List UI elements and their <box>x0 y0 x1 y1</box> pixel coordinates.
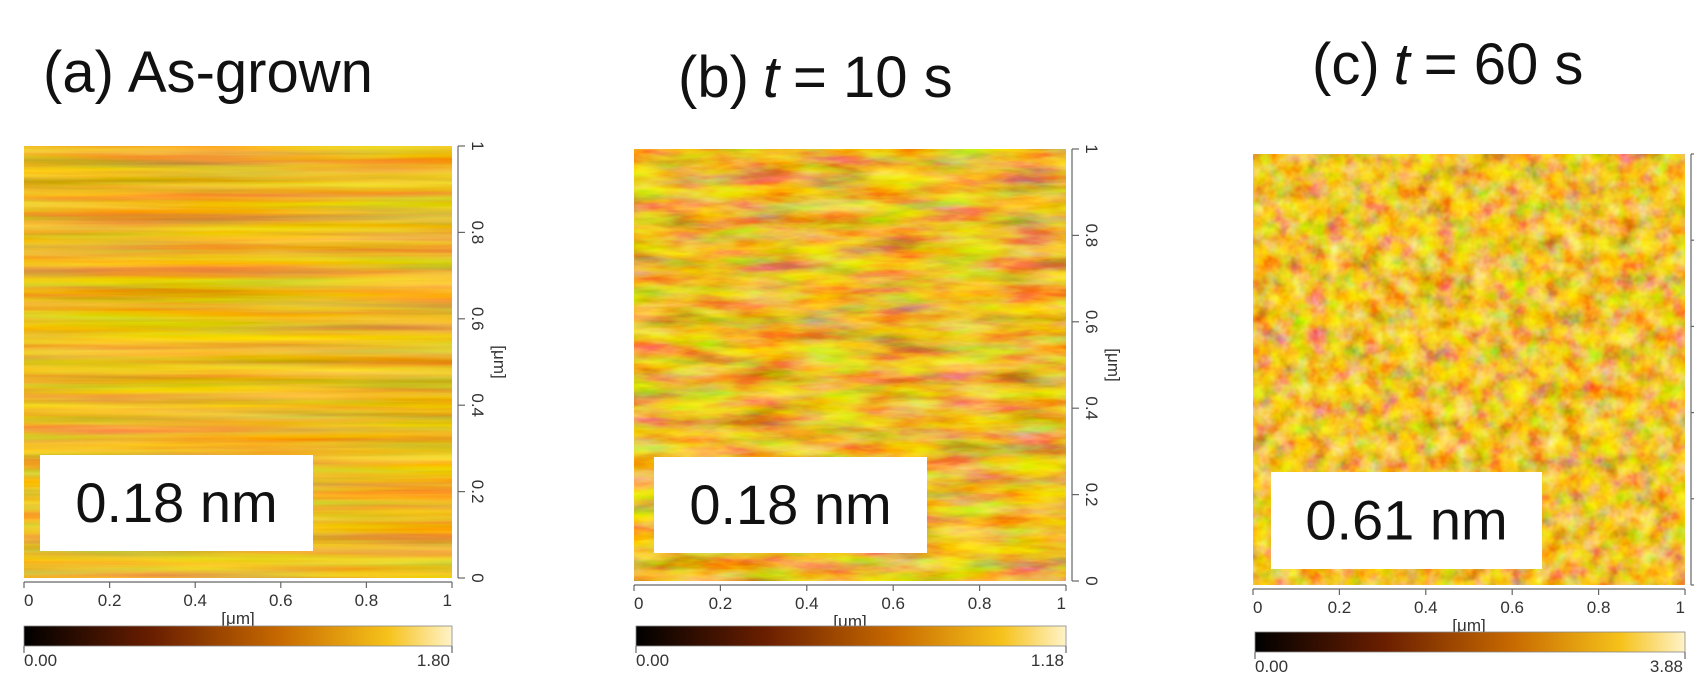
x-tick-label: 1 <box>443 591 452 610</box>
title-text: = 60 s <box>1424 32 1584 97</box>
y-tick-label: 0.6 <box>1082 310 1101 334</box>
x-unit: [μm] <box>1452 616 1485 635</box>
y-tick-label: 0.2 <box>468 480 487 504</box>
colorbar <box>23 625 453 647</box>
colorbar-max: 1.18 <box>1031 651 1064 670</box>
x-tick-label: 0.4 <box>795 594 819 613</box>
x-tick-label: 0.2 <box>709 594 733 613</box>
colorbar-max: 1.80 <box>417 651 450 670</box>
x-tick-label: 0.8 <box>968 594 992 613</box>
x-tick-label: 0 <box>1253 598 1262 617</box>
y-tick-label: 0.4 <box>468 393 487 417</box>
y-unit: [μm] <box>1104 348 1123 381</box>
y-tick-label: 0.8 <box>468 221 487 245</box>
roughness-box <box>1271 472 1542 569</box>
y-tick-label: 0 <box>468 573 487 582</box>
colorbar-min: 0.00 <box>24 651 57 670</box>
title-text: = 10 s <box>793 45 953 110</box>
x-tick-label: 0.6 <box>269 591 293 610</box>
x-tick-label: 1 <box>1676 598 1685 617</box>
y-tick-label: 0.2 <box>1082 483 1101 507</box>
x-tick-label: 0.8 <box>1587 598 1611 617</box>
colorbar <box>635 625 1067 647</box>
colorbar <box>1254 631 1686 653</box>
x-tick-label: 0.2 <box>1328 598 1352 617</box>
y-tick-label: 1 <box>1082 144 1101 153</box>
title-text: As-grown <box>128 40 373 105</box>
x-tick-label: 0.2 <box>98 591 122 610</box>
roughness-value: 0.61 nm <box>1305 489 1507 552</box>
x-tick-label: 0.8 <box>355 591 379 610</box>
colorbar-min: 0.00 <box>1255 657 1288 674</box>
y-tick-label: 0.8 <box>1082 224 1101 248</box>
x-tick-label: 0 <box>24 591 33 610</box>
title-variable: t <box>763 45 782 110</box>
y-tick-label: 0.4 <box>1082 396 1101 420</box>
panel-title: (a) As-grown <box>43 40 373 105</box>
colorbar-min: 0.00 <box>636 651 669 670</box>
colorbar-max: 3.88 <box>1650 657 1683 674</box>
y-unit: [μm] <box>490 345 509 378</box>
roughness-box <box>40 455 313 551</box>
x-tick-label: 0.6 <box>1500 598 1524 617</box>
panel-label: (b) <box>678 45 749 110</box>
title-variable: t <box>1394 32 1413 97</box>
y-tick-label: 1 <box>468 141 487 150</box>
roughness-value: 0.18 nm <box>689 473 891 536</box>
x-tick-label: 0.4 <box>1414 598 1438 617</box>
roughness-value: 0.18 nm <box>75 471 277 534</box>
x-unit: [μm] <box>221 609 254 628</box>
x-tick-label: 0.4 <box>183 591 207 610</box>
panel-title: (c) t = 60 s <box>1312 32 1583 97</box>
x-tick-label: 0.6 <box>881 594 905 613</box>
x-tick-label: 1 <box>1057 594 1066 613</box>
panel-label: (a) <box>43 40 114 105</box>
x-tick-label: 0 <box>634 594 643 613</box>
panel-title: (b) t = 10 s <box>678 45 953 110</box>
panel-label: (c) <box>1312 32 1380 97</box>
y-tick-label: 0.6 <box>468 307 487 331</box>
roughness-box <box>654 457 927 553</box>
y-tick-label: 0 <box>1082 576 1101 585</box>
